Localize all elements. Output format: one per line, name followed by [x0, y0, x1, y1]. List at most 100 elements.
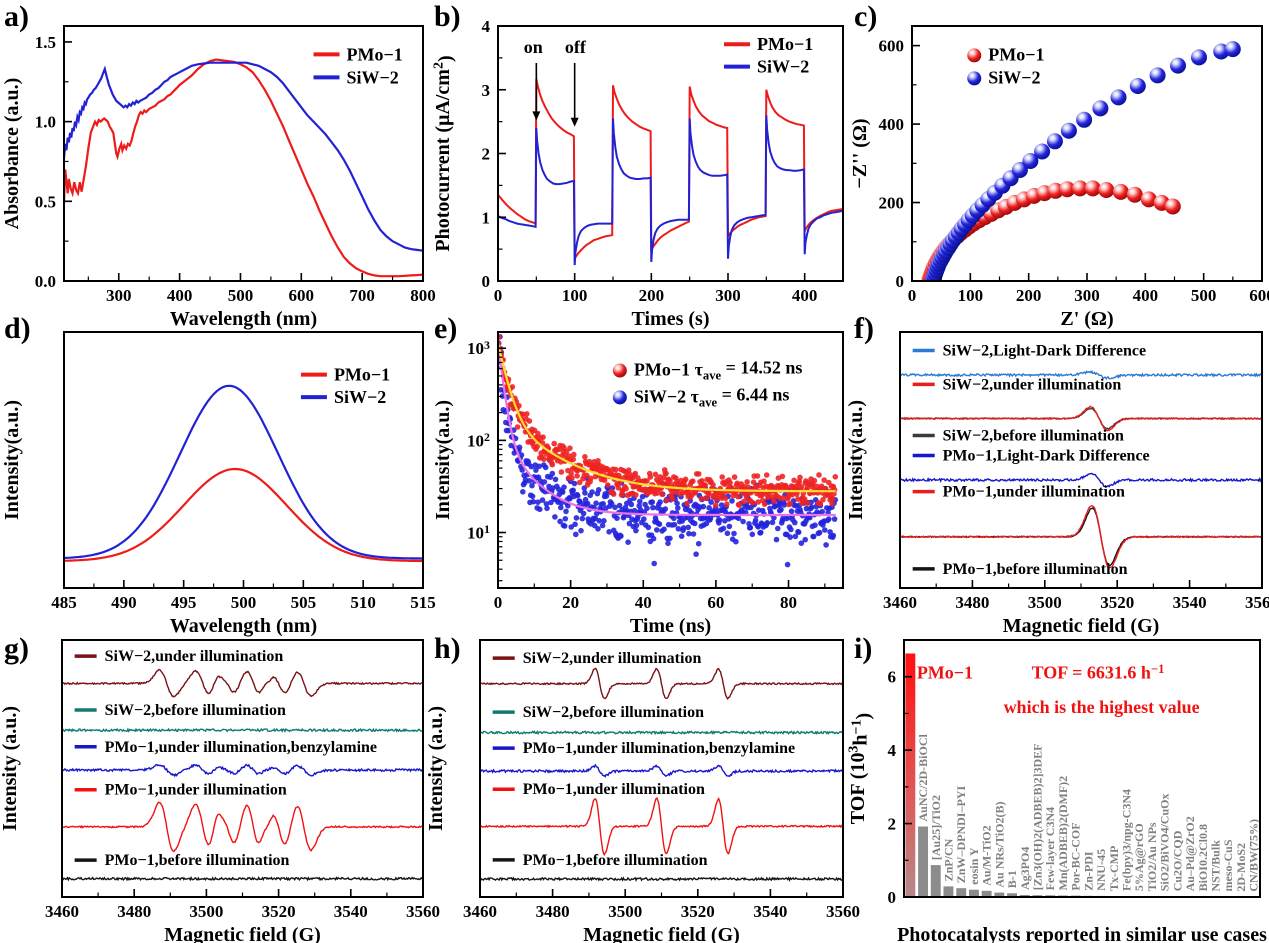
svg-text:100: 100: [562, 286, 588, 305]
legend-a: PMo−1 SiW−2: [313, 44, 403, 87]
series-group-h: [480, 667, 843, 882]
y-axis-title: Intensity(a.u.): [432, 400, 454, 520]
y-axis-title: −Z'' (Ω): [849, 118, 871, 188]
svg-text:200: 200: [1016, 286, 1041, 305]
series-group-i: AuNC/2D-BiOCl[Au25]/TiO2ZnP/CNZnW–DPNDI–…: [905, 653, 1260, 897]
fit-PMo−1: [498, 343, 836, 493]
svg-text:100: 100: [958, 286, 984, 305]
y-axis-title: Photocurrent (μA/cm2): [432, 55, 457, 251]
trace-SiW−2,under illumination: [62, 668, 423, 698]
svg-text:300: 300: [1074, 286, 1100, 305]
bar-label: Au–Pd@ZrO2: [1183, 816, 1197, 891]
series-PMo−1: [498, 78, 843, 263]
svg-text:PMo−1: PMo−1: [334, 365, 390, 385]
svg-text:3500: 3500: [189, 902, 223, 921]
series-group-b: [498, 78, 843, 266]
svg-text:3520: 3520: [262, 902, 296, 921]
panel-d-canvas: 485 490 495 500 505 510 515 Wavelength (nm) Inte…: [1, 331, 436, 637]
svg-text:3460: 3460: [45, 902, 79, 921]
series-group-c: [921, 41, 1241, 281]
plot-frame: [903, 639, 1261, 898]
svg-text:3520: 3520: [1100, 593, 1134, 612]
panel-letter-a: a): [4, 0, 29, 33]
svg-text:3: 3: [482, 81, 491, 100]
trace-label: SiW−2,under illumination: [105, 648, 284, 665]
series-group-d: [64, 384, 423, 563]
axes-b: 0 100 200 300 400 0 1 2 3 4: [482, 17, 818, 305]
x-axis-title: Magnetic field (G): [583, 924, 740, 943]
x-axis-title: Wavelength (nm): [170, 308, 317, 330]
svg-text:0: 0: [482, 272, 491, 291]
svg-text:0.5: 0.5: [35, 192, 56, 211]
svg-text:SiW−2 τave = 6.44 ns: SiW−2 τave = 6.44 ns: [634, 385, 790, 410]
panel-e-canvas: 0 20 40 60 80 101 102 103 Time (ns) Intensity(a.u…: [432, 331, 844, 637]
svg-text:1.0: 1.0: [35, 113, 56, 132]
fit-SiW−2: [498, 344, 836, 517]
svg-text:0.0: 0.0: [35, 272, 56, 291]
x-axis-title: Magnetic field (G): [1003, 615, 1160, 637]
bar-PMo−1: [905, 653, 916, 897]
trace-label: PMo−1,under illumination: [943, 484, 1125, 501]
svg-text:3560: 3560: [1245, 593, 1269, 612]
y-axis-title: Intensity (a.u.): [425, 706, 447, 831]
legend-c: PMo−1 SiW−2: [967, 44, 1045, 87]
panel-a: 300 400 500 600 700 800 0.0 0.5 1.0 1.5 Wavelength…: [0, 0, 436, 330]
bar-label: Ag3PO4: [1018, 847, 1032, 890]
svg-text:200: 200: [879, 194, 905, 213]
bar-label: ZnW–DPNDI–PYI: [954, 786, 968, 884]
x-axis-title: Wavelength (nm): [170, 615, 317, 637]
plot-frame: [63, 25, 424, 282]
panel-c: 0 100 200 300 400 500 600 0 200 400 600 Z' (Ω) −Z'' …: [849, 0, 1269, 330]
svg-text:103: 103: [467, 338, 490, 358]
trace-label: SiW−2,Light-Dark Difference: [943, 343, 1146, 360]
svg-text:3540: 3540: [1173, 593, 1207, 612]
series-SiW−2: [64, 384, 423, 560]
annotation: TOF = 6631.6 h−1: [1032, 662, 1165, 683]
panel-h-canvas: 3460 3480 3500 3520 3540 3560 Magnetic field (…: [425, 639, 860, 943]
series-SiW−2: [925, 41, 1241, 281]
x-axis-title: Z' (Ω): [1060, 308, 1113, 330]
svg-text:485: 485: [51, 593, 77, 612]
svg-text:800: 800: [410, 286, 436, 305]
trace-PMo−1,under illumination: [480, 797, 843, 857]
svg-text:3480: 3480: [536, 902, 570, 921]
svg-text:101: 101: [467, 522, 490, 542]
svg-text:510: 510: [350, 593, 376, 612]
bar-ZnP/CN: [943, 886, 954, 897]
svg-text:400: 400: [879, 115, 905, 134]
series-group-g: [62, 668, 423, 882]
svg-text:500: 500: [231, 593, 257, 612]
panel-g: 3460 3480 3500 3520 3540 3560 Magnetic field (…: [0, 630, 440, 943]
bar-label: Tx-CMP: [1107, 846, 1121, 891]
y-axis-title: Intensity(a.u.): [1, 400, 23, 520]
series-SiW−2: [498, 115, 843, 266]
svg-text:3460: 3460: [883, 593, 917, 612]
bar-label: TiO2/Au NPs: [1145, 822, 1159, 891]
y-axis-title: Intensity (a.u.): [0, 706, 21, 831]
svg-text:6: 6: [888, 668, 897, 687]
series-group-a: [64, 58, 423, 278]
svg-text:3560: 3560: [406, 902, 440, 921]
axes-g: 3460 3480 3500 3520 3540 3560: [45, 889, 440, 921]
arrow: [570, 117, 579, 127]
svg-text:2: 2: [888, 815, 897, 834]
trace-label: SiW−2,under illumination: [523, 650, 702, 667]
svg-text:505: 505: [291, 593, 317, 612]
panel-b-canvas: 0 100 200 300 400 0 1 2 3 4 Times (s) Photocurrent …: [432, 17, 844, 330]
x-axis-title: Photocatalysts reported in similar use c…: [897, 924, 1267, 943]
trace-label: PMo−1,under illumination,benzylamine: [523, 740, 795, 757]
bar-[Au25]/TiO2: [930, 865, 941, 897]
panel-i: AuNC/2D-BiOCl [Au25]/TiO2 ZnP/CN ZnW–DPNDI–…: [847, 630, 1269, 943]
panel-c-canvas: 0 100 200 300 400 500 600 0 200 400 600 Z' (Ω) −Z'' …: [849, 25, 1269, 330]
annotation: on: [524, 37, 543, 57]
trace-label: SiW−2,under illumination: [943, 376, 1122, 393]
panel-letter-g: g): [4, 632, 29, 665]
trace-SiW−2,before illumination: [480, 729, 843, 736]
svg-text:3560: 3560: [826, 902, 860, 921]
bar-ZnW–DPNDI–PYI: [956, 888, 967, 897]
svg-text:20: 20: [562, 593, 579, 612]
svg-text:PMo−1 τave = 14.52 ns: PMo−1 τave = 14.52 ns: [634, 358, 803, 383]
trace-label: SiW−2,before illumination: [943, 428, 1124, 445]
panel-d: 485 490 495 500 505 510 515 Wavelength (nm) Inte…: [0, 310, 436, 637]
